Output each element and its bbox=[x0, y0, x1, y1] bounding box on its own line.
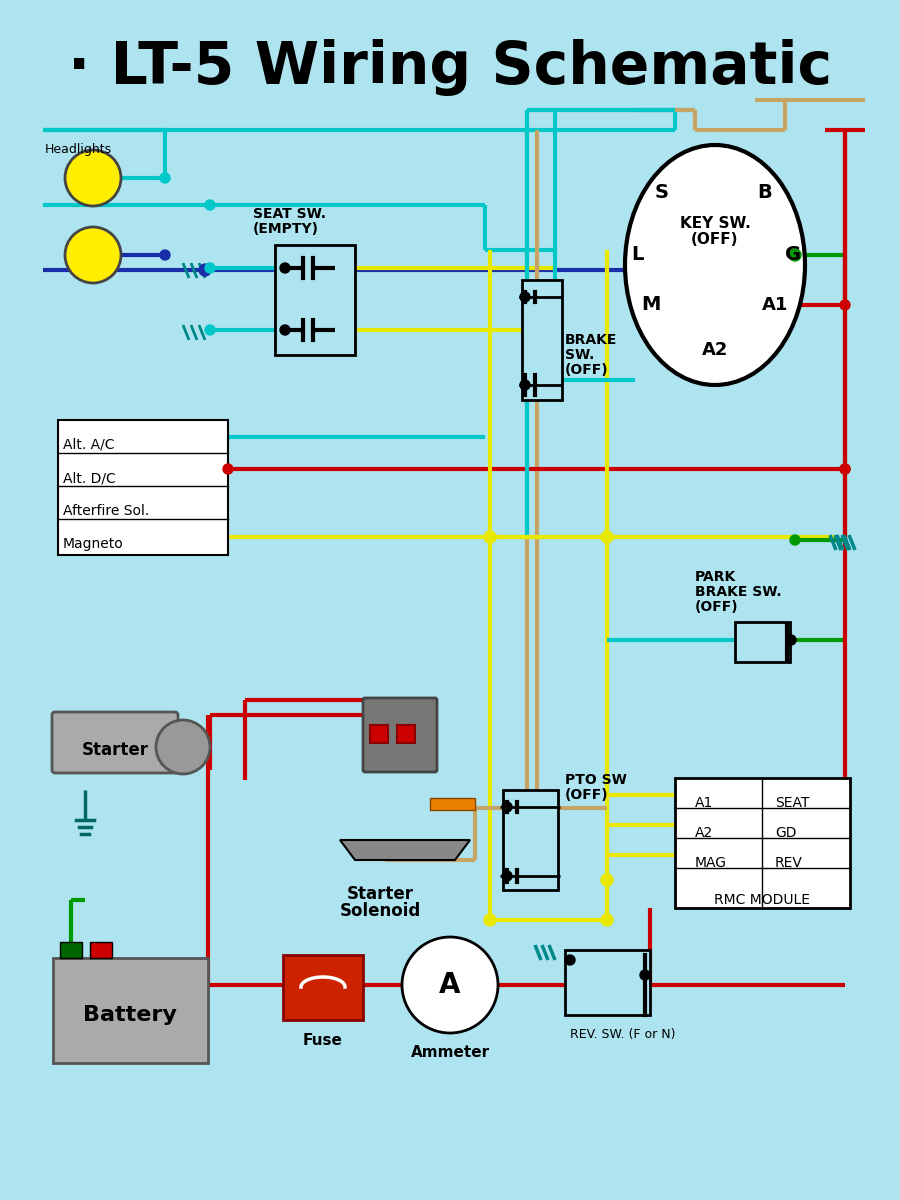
Bar bbox=[430, 798, 475, 810]
FancyBboxPatch shape bbox=[52, 712, 178, 773]
Text: REV: REV bbox=[775, 856, 803, 870]
Text: REV. SW. (F or N): REV. SW. (F or N) bbox=[570, 1028, 676, 1040]
Circle shape bbox=[565, 955, 575, 965]
Text: SEAT SW.: SEAT SW. bbox=[253, 206, 326, 221]
Circle shape bbox=[402, 937, 498, 1033]
Text: Starter: Starter bbox=[82, 740, 148, 758]
Text: (OFF): (OFF) bbox=[565, 788, 608, 802]
Text: (OFF): (OFF) bbox=[691, 233, 739, 247]
Text: Alt. A/C: Alt. A/C bbox=[63, 438, 114, 452]
Text: BRAKE: BRAKE bbox=[565, 332, 617, 347]
Circle shape bbox=[790, 535, 800, 545]
Circle shape bbox=[789, 248, 801, 260]
Text: Alt. D/C: Alt. D/C bbox=[63, 470, 116, 485]
Ellipse shape bbox=[625, 145, 805, 385]
Text: M: M bbox=[642, 295, 661, 314]
Bar bbox=[283, 955, 363, 1020]
Text: B: B bbox=[758, 184, 772, 203]
Circle shape bbox=[484, 914, 496, 926]
Text: MAG: MAG bbox=[695, 856, 727, 870]
Circle shape bbox=[840, 464, 850, 474]
Text: Afterfire Sol.: Afterfire Sol. bbox=[63, 504, 149, 518]
Polygon shape bbox=[340, 840, 470, 860]
Text: (OFF): (OFF) bbox=[695, 600, 739, 614]
Circle shape bbox=[520, 380, 530, 390]
Text: PARK: PARK bbox=[695, 570, 736, 584]
Text: A2: A2 bbox=[702, 341, 728, 359]
Text: A1: A1 bbox=[761, 296, 788, 314]
Text: G: G bbox=[785, 246, 801, 264]
Circle shape bbox=[640, 970, 650, 980]
Bar bbox=[370, 725, 388, 743]
Text: Magneto: Magneto bbox=[63, 538, 124, 551]
Circle shape bbox=[520, 292, 530, 302]
Circle shape bbox=[223, 464, 233, 474]
Circle shape bbox=[601, 874, 613, 886]
Circle shape bbox=[502, 802, 512, 812]
Circle shape bbox=[205, 200, 215, 210]
Text: Headlights: Headlights bbox=[45, 143, 112, 156]
Bar bbox=[735, 622, 790, 662]
Text: Starter: Starter bbox=[346, 886, 413, 902]
Circle shape bbox=[205, 325, 215, 335]
Bar bbox=[53, 958, 208, 1063]
Bar bbox=[397, 725, 415, 743]
Circle shape bbox=[601, 914, 613, 926]
Bar bbox=[90, 942, 112, 958]
Circle shape bbox=[160, 173, 170, 182]
FancyBboxPatch shape bbox=[363, 698, 437, 772]
Circle shape bbox=[502, 871, 512, 881]
Text: A1: A1 bbox=[695, 796, 714, 810]
Circle shape bbox=[840, 300, 850, 310]
Bar bbox=[675, 778, 850, 908]
Text: PTO SW: PTO SW bbox=[565, 773, 627, 787]
Circle shape bbox=[199, 264, 211, 276]
Text: Solenoid: Solenoid bbox=[339, 902, 420, 920]
Circle shape bbox=[156, 720, 210, 774]
Text: SW.: SW. bbox=[565, 348, 594, 362]
Bar bbox=[60, 942, 82, 958]
Text: RMC MODULE: RMC MODULE bbox=[714, 893, 810, 907]
Bar bbox=[522, 280, 562, 400]
Circle shape bbox=[280, 263, 290, 272]
Text: · LT-5 Wiring Schematic: · LT-5 Wiring Schematic bbox=[68, 40, 833, 96]
Text: SEAT: SEAT bbox=[775, 796, 809, 810]
Circle shape bbox=[484, 530, 496, 542]
Circle shape bbox=[65, 150, 121, 206]
Text: A2: A2 bbox=[695, 826, 713, 840]
Text: S: S bbox=[655, 184, 669, 203]
Text: Ammeter: Ammeter bbox=[410, 1045, 490, 1060]
Circle shape bbox=[160, 250, 170, 260]
Circle shape bbox=[205, 263, 215, 272]
Text: Fuse: Fuse bbox=[303, 1033, 343, 1048]
Circle shape bbox=[786, 635, 796, 646]
Circle shape bbox=[65, 227, 121, 283]
Text: (OFF): (OFF) bbox=[565, 362, 608, 377]
Bar bbox=[565, 950, 650, 1015]
Text: L: L bbox=[631, 246, 644, 264]
Bar bbox=[275, 245, 355, 355]
Text: A: A bbox=[439, 971, 461, 998]
Text: (EMPTY): (EMPTY) bbox=[253, 222, 319, 236]
Text: KEY SW.: KEY SW. bbox=[680, 216, 751, 230]
Circle shape bbox=[840, 464, 850, 474]
Text: Battery: Battery bbox=[83, 1006, 177, 1025]
Text: BRAKE SW.: BRAKE SW. bbox=[695, 584, 781, 599]
Circle shape bbox=[280, 325, 290, 335]
Bar bbox=[58, 420, 228, 554]
Text: GD: GD bbox=[775, 826, 796, 840]
Circle shape bbox=[601, 530, 613, 542]
Bar bbox=[503, 790, 558, 890]
